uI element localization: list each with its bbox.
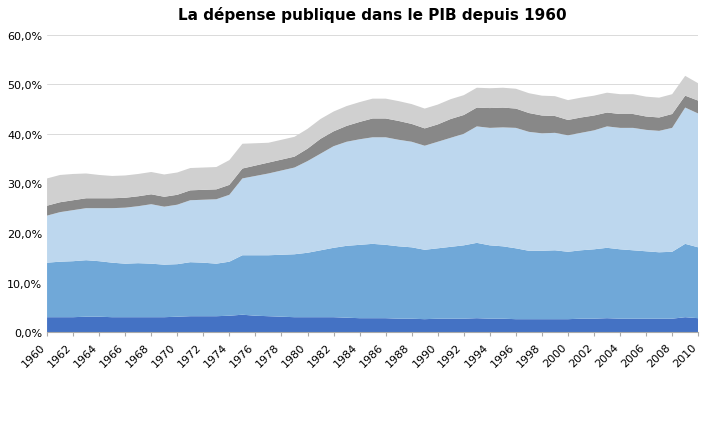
Title: La dépense publique dans le PIB depuis 1960: La dépense publique dans le PIB depuis 1… (178, 7, 567, 23)
Legend: Investissement, Fonctionnement, Prestations sociales, Charges d'intérêt, Autres: Investissement, Fonctionnement, Prestati… (81, 423, 665, 426)
